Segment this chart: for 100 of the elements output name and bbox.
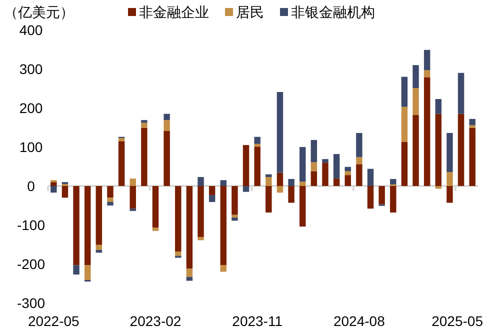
bar xyxy=(242,186,250,192)
bar xyxy=(266,174,272,178)
bar xyxy=(198,186,204,238)
bar xyxy=(175,252,182,256)
bar xyxy=(141,120,148,123)
bar xyxy=(266,186,272,213)
bar xyxy=(130,186,136,209)
bar xyxy=(322,159,328,163)
bar xyxy=(435,99,442,114)
y-axis-title: （亿美元） xyxy=(4,4,74,20)
bar xyxy=(446,186,453,203)
bar xyxy=(288,178,294,186)
bar xyxy=(356,132,362,158)
bar xyxy=(107,202,114,206)
bar xyxy=(458,72,464,114)
y-tick-label: -300 xyxy=(16,295,46,311)
bar xyxy=(469,125,476,128)
bar xyxy=(276,172,284,186)
bar xyxy=(164,114,170,120)
bar xyxy=(446,172,453,186)
bar xyxy=(84,265,91,280)
bar xyxy=(107,186,114,198)
bar xyxy=(130,178,136,186)
bar xyxy=(390,186,396,213)
bar xyxy=(242,145,250,186)
x-tick-label: 2023-11 xyxy=(232,313,283,329)
bar xyxy=(344,175,351,186)
y-tick-label: 100 xyxy=(19,139,43,155)
bar xyxy=(310,140,318,162)
bar xyxy=(333,178,340,186)
bar xyxy=(367,168,374,186)
bar xyxy=(96,244,102,250)
bar xyxy=(356,157,362,164)
bar xyxy=(288,186,294,203)
y-tick-label: -200 xyxy=(16,256,46,272)
bar xyxy=(220,265,227,272)
bar xyxy=(424,70,430,78)
bar xyxy=(198,237,204,240)
y-tick-label: 200 xyxy=(19,100,43,116)
bar xyxy=(299,182,306,186)
y-tick-label: 400 xyxy=(19,22,43,38)
bar xyxy=(266,177,272,186)
bar xyxy=(152,186,159,228)
bar xyxy=(356,164,362,186)
bar xyxy=(276,186,284,193)
y-tick-label: 300 xyxy=(19,61,43,77)
bar xyxy=(254,144,260,147)
bar xyxy=(164,131,170,186)
bar xyxy=(198,177,204,186)
bar xyxy=(220,186,227,266)
bar xyxy=(310,162,318,172)
bar xyxy=(164,120,170,132)
bar xyxy=(367,186,374,209)
bar xyxy=(84,186,91,266)
bar xyxy=(412,115,419,186)
bar xyxy=(50,182,57,186)
bar xyxy=(186,268,193,277)
bar xyxy=(186,186,193,269)
bar xyxy=(232,218,238,221)
bar xyxy=(401,106,408,142)
legend-label: 非银金融机构 xyxy=(291,4,375,20)
bar xyxy=(220,180,227,186)
bar xyxy=(107,198,114,202)
bar xyxy=(435,114,442,186)
bar xyxy=(401,142,408,186)
bar xyxy=(378,186,385,204)
bar xyxy=(446,132,453,172)
bar xyxy=(344,166,351,172)
bar xyxy=(412,65,419,88)
bar xyxy=(175,186,182,252)
bar xyxy=(254,136,260,144)
y-tick-label: -100 xyxy=(16,217,46,233)
bar xyxy=(469,128,476,186)
bar xyxy=(401,76,408,107)
bar xyxy=(186,276,193,281)
bar xyxy=(390,178,396,184)
bar xyxy=(412,88,419,116)
x-tick-label: 2024-08 xyxy=(333,313,386,329)
bar xyxy=(208,186,216,195)
bar xyxy=(96,186,102,245)
bar xyxy=(299,186,306,227)
bar xyxy=(469,118,476,126)
legend-label: 居民 xyxy=(236,4,264,20)
x-tick-label: 2023-02 xyxy=(130,313,182,329)
bar xyxy=(322,162,328,186)
bar xyxy=(118,138,125,142)
bar xyxy=(62,186,68,198)
bar xyxy=(310,171,318,186)
bar xyxy=(73,265,80,275)
bar xyxy=(232,214,238,218)
bar xyxy=(344,171,351,176)
bar xyxy=(73,186,80,266)
bar xyxy=(299,147,306,182)
bar xyxy=(152,228,159,231)
bar xyxy=(254,146,260,186)
x-tick-label: 2022-05 xyxy=(28,313,80,329)
bar xyxy=(424,77,430,186)
bar xyxy=(333,154,340,179)
bar xyxy=(424,50,430,70)
bar xyxy=(232,186,238,215)
